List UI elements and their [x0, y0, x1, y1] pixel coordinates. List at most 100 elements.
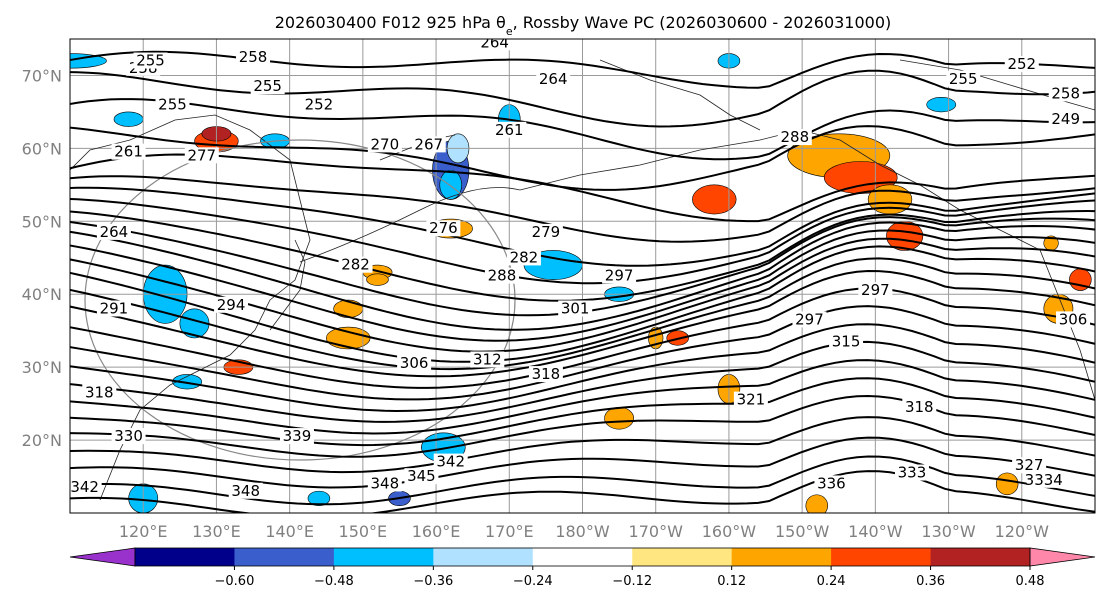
- contour-label-background: [111, 143, 146, 160]
- contour-label: 264: [539, 70, 568, 88]
- contour-label: 261: [114, 143, 143, 161]
- colorbar-segment: [930, 548, 1031, 566]
- anomaly-patch: [172, 374, 203, 390]
- contour-line: [70, 377, 1095, 447]
- colorbar-tick-label: 0.12: [717, 574, 746, 589]
- colorbar-tick-label: −0.36: [413, 574, 453, 589]
- contour-label-background: [404, 468, 439, 485]
- colorbar-segment: [831, 548, 932, 566]
- contour-label-background: [184, 147, 219, 164]
- contour-label: 306: [1059, 310, 1088, 328]
- anomaly-patch: [604, 406, 635, 430]
- contour-line: [70, 305, 1095, 401]
- lon-tick-label: 150°E: [339, 522, 388, 541]
- contour-line: [70, 221, 1095, 331]
- contour-label-background: [536, 70, 571, 87]
- contour-label-background: [477, 39, 512, 51]
- contour-label: 276: [429, 219, 458, 237]
- lon-tick-label: 120°E: [119, 522, 168, 541]
- contour-line: [70, 340, 1095, 423]
- lon-tick-label: 180°W: [555, 522, 610, 541]
- lat-tick-label: 70°N: [22, 66, 62, 85]
- contour-label: 318: [905, 398, 934, 416]
- contour-label-background: [1048, 110, 1083, 127]
- contour-label-background: [96, 223, 131, 240]
- contour-label: 288: [488, 267, 517, 285]
- colorbar-segment: [632, 548, 733, 566]
- contour-label: 264: [480, 33, 509, 51]
- lon-tick-label: 170°W: [629, 522, 684, 541]
- contour-label-background: [829, 333, 864, 350]
- contour-label-background: [814, 475, 849, 492]
- contour-line: [70, 198, 1095, 285]
- colorbar-tick-label: −0.12: [612, 574, 652, 589]
- colorbar-extend-low: [69, 547, 136, 567]
- contour-label-background: [367, 136, 402, 153]
- contour-line: [70, 287, 1095, 389]
- anomaly-patch: [995, 472, 1019, 496]
- contour-label-background: [301, 96, 336, 113]
- contour-label: 336: [817, 474, 846, 492]
- contour-label: 306: [400, 354, 429, 372]
- colorbar-tick-label: 0.36: [916, 574, 945, 589]
- contour-label-background: [433, 453, 468, 470]
- contour-line: [70, 257, 1095, 371]
- contour-line: [70, 175, 1095, 243]
- contour-label: 279: [532, 223, 561, 241]
- colorbar-segment: [731, 548, 832, 566]
- contour-line: [70, 323, 1095, 413]
- anomaly-patch: [307, 490, 331, 507]
- colorbar-tick-label: −0.48: [314, 574, 354, 589]
- contour-line: [70, 98, 1095, 161]
- colorbar-tick-label: −0.24: [513, 574, 553, 589]
- lon-tick-label: 160°W: [702, 522, 757, 541]
- contour-label-background: [228, 482, 263, 499]
- lat-tick-label: 40°N: [22, 285, 62, 304]
- anomaly-patch: [70, 53, 107, 69]
- colorbar-segment: [532, 548, 633, 566]
- anomaly-patch: [326, 326, 371, 350]
- contour-label: 282: [341, 256, 370, 274]
- contour-line: [70, 153, 1095, 223]
- contour-label: 318: [85, 383, 114, 401]
- contour-label-background: [894, 464, 929, 481]
- contour-label: 339: [283, 427, 312, 445]
- anomaly-patch: [805, 494, 829, 513]
- contour-label-background: [96, 300, 131, 317]
- contour-label: 264: [100, 223, 129, 241]
- contour-label-background: [492, 121, 527, 138]
- lat-tick-label: 60°N: [22, 139, 62, 158]
- contour-label-background: [133, 52, 168, 69]
- contour-line: [70, 245, 1095, 363]
- contour-label: 345: [407, 467, 436, 485]
- contour-label: 342: [436, 453, 465, 471]
- contour-label: 297: [605, 267, 634, 285]
- contour-label: 255: [136, 52, 165, 70]
- contour-label-background: [214, 296, 249, 313]
- contour-label: 312: [473, 351, 502, 369]
- lon-tick-label: 140°E: [265, 522, 314, 541]
- contour-label: 315: [832, 332, 861, 350]
- contour-label: 3334: [1025, 471, 1063, 489]
- contour-label-background: [338, 256, 373, 273]
- contour-line: [70, 186, 1095, 267]
- contour-label: 327: [1015, 456, 1044, 474]
- contour-label: 277: [187, 146, 216, 164]
- contour-label-background: [528, 366, 563, 383]
- contour-label-background: [367, 475, 402, 492]
- chart-title: 2026030400 F012 925 hPa θe, Rossby Wave …: [275, 13, 892, 38]
- lat-tick-label: 30°N: [22, 358, 62, 377]
- contour-label: 255: [949, 70, 978, 88]
- contour-label: 267: [414, 135, 443, 153]
- lon-tick-label: 150°W: [775, 522, 830, 541]
- contour-label-background: [1048, 85, 1083, 102]
- contour-label-background: [70, 479, 102, 496]
- contour-label-background: [902, 398, 937, 415]
- contour-line: [70, 416, 1095, 474]
- contour-label-background: [777, 129, 812, 146]
- map-frame: [69, 38, 1096, 514]
- contour-label-background: [1056, 311, 1091, 328]
- contour-label-background: [470, 351, 505, 368]
- anomaly-patch: [692, 184, 737, 215]
